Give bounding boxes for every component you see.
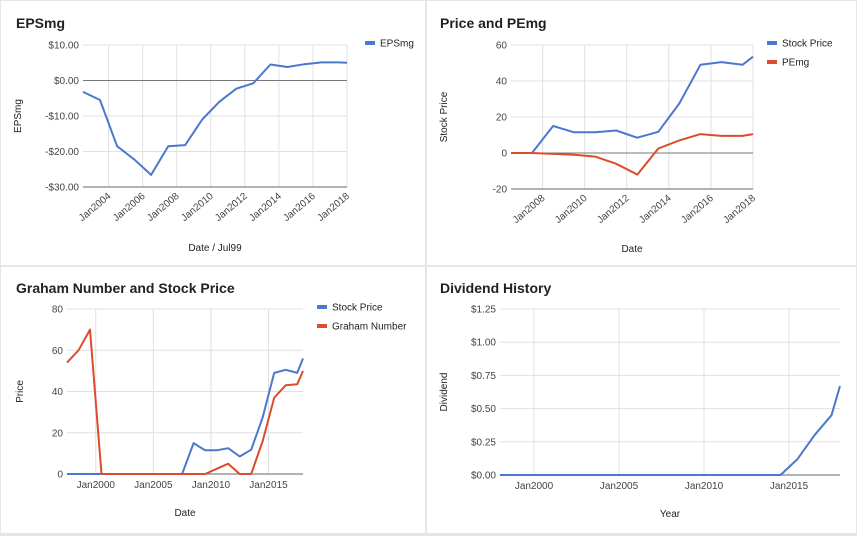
legend-label: Graham Number: [332, 322, 407, 333]
y-axis-label: Price: [15, 380, 26, 403]
y-tick-label: $1.25: [471, 305, 496, 316]
x-tick-label: Jan2014: [637, 193, 674, 226]
eps-chart-panel: EPSmg $10.00 $0.00 -$10.00 -$20.00 -$30.00 Jan…: [1, 1, 425, 265]
x-tick-label: Jan2014: [247, 191, 284, 224]
legend-label: Stock Price: [782, 39, 833, 50]
y-tick-label: 60: [496, 41, 508, 52]
y-tick-label: $0.75: [471, 371, 496, 382]
x-tick-label: Jan2012: [595, 193, 632, 226]
chart-title: Dividend History: [440, 280, 551, 296]
x-tick-label: Jan2015: [249, 480, 288, 491]
x-tick-label: Jan2004: [77, 191, 114, 224]
x-tick-label: Jan2008: [511, 193, 548, 226]
chart-title: Price and PEmg: [440, 15, 547, 31]
y-axis-label: Dividend: [439, 373, 450, 412]
y-tick-label: 60: [52, 346, 64, 357]
y-tick-label: 80: [52, 305, 64, 316]
eps-chart: EPSmg$10.00$0.00-$10.00-$20.00-$30.00Jan…: [13, 15, 414, 254]
legend-swatch: [317, 324, 327, 328]
x-tick-label: Jan2010: [553, 193, 590, 226]
series-line-stock-price: [511, 55, 754, 154]
x-tick-label: Jan2015: [770, 481, 809, 492]
y-axis-label: Stock Price: [439, 91, 450, 142]
legend-label: EPSmg: [380, 39, 414, 50]
y-tick-label: $0.50: [471, 404, 496, 415]
y-tick-label: 0: [57, 470, 63, 481]
dividend-chart-panel: Dividend History $1.25 $1.00 $0.75 $0.50 $0.2…: [427, 267, 856, 533]
y-tick-label: -$10.00: [45, 112, 79, 123]
x-tick-label: Jan2010: [685, 481, 724, 492]
y-tick-label: $10.00: [48, 41, 79, 52]
y-tick-label: $0.00: [54, 76, 79, 87]
y-axis-label: EPSmg: [13, 99, 24, 133]
y-tick-label: $0.00: [471, 471, 496, 482]
series-line-0: [500, 385, 841, 476]
dividend-chart: Dividend History $1.25 $1.00 $0.75 $0.50 $0.2…: [439, 280, 841, 520]
x-axis-label: Year: [660, 509, 681, 520]
y-tick-label: -$30.00: [45, 183, 79, 194]
price-pe-chart-panel: Price and PEmg 60 40 20 0 -20 Jan2008 Jan2010 Ja…: [427, 1, 856, 265]
x-tick-label: Jan2008: [145, 191, 182, 224]
x-tick-label: Jan2016: [679, 193, 716, 226]
y-tick-label: 0: [501, 149, 507, 160]
x-tick-label: Jan2016: [281, 191, 318, 224]
legend-swatch: [365, 41, 375, 45]
y-tick-label: -20: [493, 185, 508, 196]
chart-title: EPSmg: [16, 15, 65, 31]
y-tick-label: $1.00: [471, 338, 496, 349]
series-line-stock-price: [67, 358, 304, 475]
x-tick-label: Jan2000: [515, 481, 554, 492]
legend-swatch: [767, 41, 777, 45]
x-tick-label: Jan2012: [213, 191, 250, 224]
x-tick-label: Jan2018: [315, 191, 352, 224]
legend-label: PEmg: [782, 58, 809, 69]
x-tick-label: Jan2018: [721, 193, 758, 226]
x-axis-label: Date / Jul99: [188, 243, 242, 254]
y-tick-label: -$20.00: [45, 147, 79, 158]
x-tick-label: Jan2005: [134, 480, 173, 491]
x-tick-label: Jan2010: [179, 191, 216, 224]
legend-swatch: [317, 305, 327, 309]
y-tick-label: 20: [496, 113, 508, 124]
x-tick-label: Jan2006: [111, 191, 148, 224]
y-tick-label: $0.25: [471, 437, 496, 448]
y-tick-label: 40: [52, 387, 64, 398]
series-line-graham-number: [66, 328, 304, 475]
series-line-epsmg: [82, 61, 348, 176]
y-tick-label: 20: [52, 428, 64, 439]
x-tick-label: Jan2010: [192, 480, 231, 491]
graham-chart-panel: Graham Number and Stock Price 80 60 40 20 0 Ja…: [1, 267, 425, 533]
x-tick-label: Jan2000: [77, 480, 116, 491]
legend-swatch: [767, 60, 777, 64]
y-tick-label: 40: [496, 77, 508, 88]
x-tick-label: Jan2005: [600, 481, 639, 492]
chart-title: Graham Number and Stock Price: [16, 280, 235, 296]
x-axis-label: Date: [621, 244, 643, 255]
x-axis-label: Date: [174, 508, 196, 519]
graham-chart: Graham Number and Stock Price 80 60 40 20 0 Ja…: [15, 280, 407, 519]
series-line-pemg: [511, 133, 754, 176]
legend-label: Stock Price: [332, 303, 383, 314]
